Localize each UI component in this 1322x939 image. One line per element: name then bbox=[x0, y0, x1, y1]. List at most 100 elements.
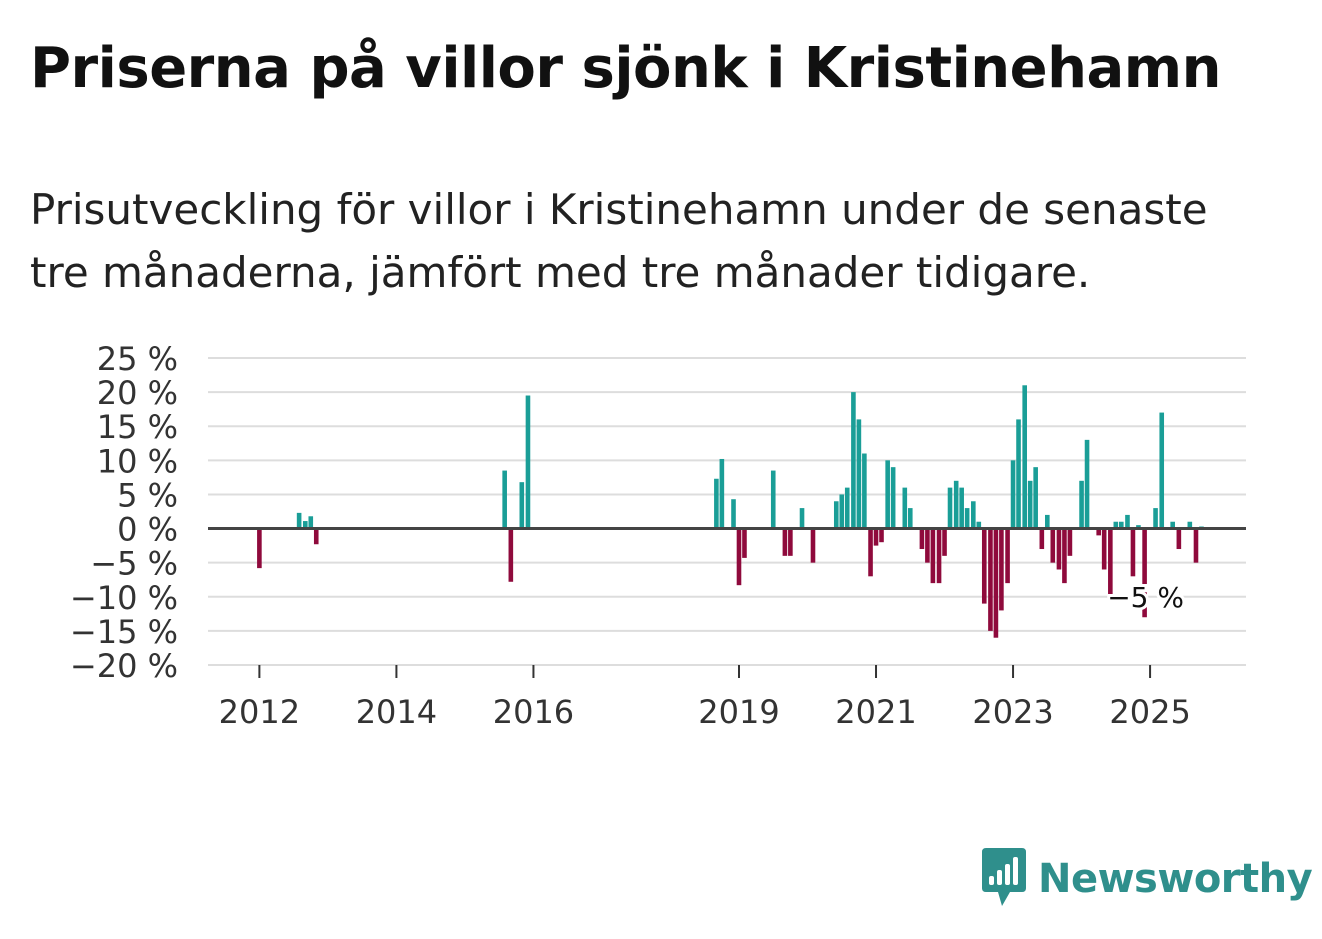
bar bbox=[964, 508, 970, 529]
y-tick-label: 20 % bbox=[97, 374, 178, 412]
bar bbox=[714, 478, 719, 529]
bar bbox=[742, 528, 747, 558]
bar bbox=[719, 458, 725, 529]
bar bbox=[788, 528, 793, 556]
bar bbox=[868, 528, 873, 577]
bar bbox=[885, 460, 890, 529]
bar bbox=[947, 487, 953, 529]
bar bbox=[1084, 439, 1090, 529]
y-tick-label: −15 % bbox=[70, 613, 178, 651]
bar bbox=[1096, 528, 1101, 536]
bar bbox=[851, 392, 856, 529]
x-tick-label: 2014 bbox=[356, 693, 437, 730]
bar bbox=[1119, 521, 1124, 529]
bar bbox=[313, 528, 319, 545]
bar bbox=[257, 528, 262, 569]
bar bbox=[925, 528, 930, 563]
bar bbox=[1005, 528, 1010, 584]
bar bbox=[1159, 412, 1165, 529]
x-axis: 2012 2014 2016 2019 2021 2023 2025 bbox=[219, 665, 1191, 730]
bar bbox=[839, 494, 845, 529]
bar bbox=[1113, 521, 1119, 529]
newsworthy-logo: Newsworthy bbox=[980, 848, 1313, 910]
bar bbox=[508, 528, 514, 582]
bar bbox=[810, 528, 816, 563]
bar bbox=[525, 395, 531, 529]
last-value-label: −5 % bbox=[1107, 581, 1184, 614]
bar bbox=[879, 528, 884, 543]
bar bbox=[782, 528, 788, 556]
subtitle-line-2: tre månaderna, jämfört med tre månader t… bbox=[30, 248, 1091, 297]
subtitle: Prisutveckling för villor i Kristinehamn… bbox=[30, 178, 1270, 304]
bar bbox=[862, 453, 867, 529]
bar bbox=[1033, 467, 1038, 529]
bar bbox=[1170, 521, 1175, 529]
bar bbox=[993, 528, 999, 638]
y-tick-label: 10 % bbox=[97, 442, 178, 480]
bar bbox=[799, 508, 805, 529]
bar bbox=[1027, 480, 1033, 529]
bar bbox=[1056, 528, 1062, 570]
bar bbox=[1016, 419, 1021, 529]
annotations: −5 % bbox=[1104, 578, 1187, 617]
price-change-chart: 25 %20 %15 %10 %5 %0 %−5 %−10 %−15 %−20 … bbox=[70, 340, 1246, 730]
bar bbox=[302, 521, 308, 529]
bar bbox=[856, 419, 862, 529]
bar bbox=[988, 528, 993, 631]
bar bbox=[971, 501, 976, 529]
bar bbox=[1108, 528, 1113, 597]
bar bbox=[930, 528, 936, 584]
bars bbox=[257, 385, 1204, 638]
bar bbox=[519, 482, 525, 529]
bar bbox=[919, 528, 925, 550]
bar bbox=[1130, 528, 1136, 577]
bar bbox=[1193, 528, 1199, 563]
bar bbox=[890, 467, 896, 529]
bar bbox=[942, 528, 947, 556]
bar bbox=[999, 528, 1004, 611]
x-tick-label: 2019 bbox=[698, 693, 779, 730]
bar bbox=[731, 499, 736, 529]
x-tick-label: 2012 bbox=[219, 693, 300, 730]
subtitle-line-1: Prisutveckling för villor i Kristinehamn… bbox=[30, 185, 1208, 234]
bar bbox=[907, 508, 913, 529]
x-tick-label: 2021 bbox=[835, 693, 916, 730]
bar bbox=[1050, 528, 1056, 563]
bar bbox=[976, 521, 982, 529]
x-tick-label: 2016 bbox=[493, 693, 574, 730]
y-tick-label: 15 % bbox=[97, 408, 178, 446]
bar bbox=[770, 470, 776, 529]
bar bbox=[1153, 508, 1158, 529]
bar bbox=[1101, 528, 1107, 570]
bar bbox=[1142, 528, 1147, 618]
y-tick-label: −10 % bbox=[70, 579, 178, 617]
y-tick-label: 0 % bbox=[117, 511, 178, 549]
y-tick-label: 25 % bbox=[97, 340, 178, 378]
bar bbox=[936, 528, 942, 584]
bar bbox=[902, 487, 908, 529]
bar bbox=[1079, 480, 1084, 529]
brand-name: Newsworthy bbox=[1038, 856, 1313, 902]
grid-lines bbox=[208, 357, 1246, 666]
x-tick-label: 2023 bbox=[972, 693, 1053, 730]
page-title: Priserna på villor sjönk i Kristinehamn bbox=[30, 36, 1222, 101]
bar bbox=[308, 516, 314, 529]
y-tick-label: −5 % bbox=[90, 545, 178, 583]
bar bbox=[844, 487, 850, 529]
bar bbox=[736, 528, 742, 586]
bar bbox=[1067, 528, 1073, 556]
bar bbox=[981, 528, 987, 604]
bar bbox=[1125, 514, 1130, 529]
bar bbox=[1022, 385, 1027, 529]
y-tick-label: −20 % bbox=[70, 647, 178, 685]
bar bbox=[1136, 525, 1141, 529]
bar bbox=[1010, 460, 1016, 529]
bar bbox=[1062, 528, 1067, 584]
y-tick-label: 5 % bbox=[117, 476, 178, 514]
x-tick-label: 2025 bbox=[1109, 693, 1190, 730]
bar bbox=[1039, 528, 1045, 550]
newsworthy-logo-icon bbox=[982, 848, 1026, 906]
bar bbox=[833, 501, 839, 529]
bar bbox=[959, 487, 964, 529]
y-axis-labels: 25 %20 %15 %10 %5 %0 %−5 %−10 %−15 %−20 … bbox=[70, 340, 178, 685]
